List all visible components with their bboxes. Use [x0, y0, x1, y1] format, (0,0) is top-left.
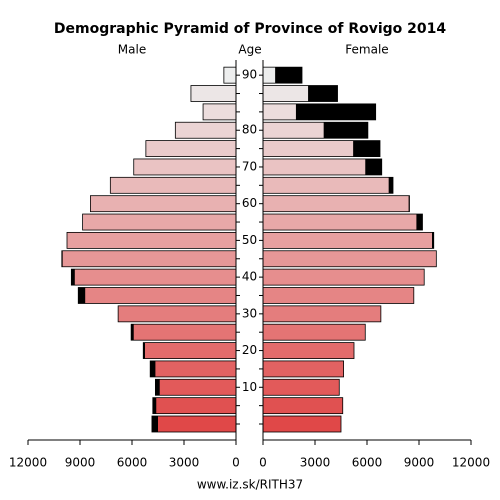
bar-male — [142, 342, 237, 359]
bar-female — [262, 213, 423, 231]
excess-male — [151, 416, 158, 432]
bar-male — [117, 305, 237, 323]
excess-female — [275, 67, 302, 84]
bar-male — [202, 103, 237, 121]
age-label: 20 — [242, 343, 257, 357]
bar-male — [133, 158, 237, 176]
x-tick-label: 12000 — [452, 456, 490, 470]
excess-male — [155, 379, 160, 396]
age-label: 80 — [242, 123, 257, 137]
age-label: 70 — [242, 159, 257, 173]
excess-female — [308, 85, 338, 102]
excess-male — [150, 360, 156, 377]
bar-female — [262, 287, 415, 304]
legend-male: Male — [118, 43, 146, 57]
axis-label: Age — [238, 43, 261, 57]
bar-male — [109, 176, 237, 194]
bar-male — [152, 397, 237, 415]
bar-female — [262, 268, 425, 286]
bar-male — [223, 66, 237, 84]
excess-female — [365, 158, 382, 175]
x-tick-label: 0 — [232, 456, 240, 470]
bar-male — [149, 360, 237, 378]
excess-male — [61, 250, 63, 267]
excess-male — [131, 324, 134, 341]
bar-female — [262, 250, 437, 268]
bar-male — [61, 250, 237, 268]
excess-male — [143, 342, 145, 359]
bar-female — [262, 231, 435, 249]
x-tick-label: 6000 — [352, 456, 383, 470]
bar-female — [262, 397, 344, 415]
age-label: 50 — [242, 233, 257, 247]
excess-male — [71, 269, 75, 286]
bar-female — [262, 378, 340, 396]
x-tick-label: 3000 — [300, 456, 331, 470]
excess-female — [295, 103, 376, 120]
bar-female — [262, 323, 366, 341]
bar-female — [262, 195, 410, 213]
x-tick-label: 9000 — [404, 456, 435, 470]
excess-female — [388, 177, 393, 194]
bar-male — [190, 85, 237, 102]
bar-male — [66, 231, 237, 249]
source: www.iz.sk/RITH37 — [197, 478, 303, 492]
x-tick-label: 12000 — [9, 456, 47, 470]
excess-male — [78, 287, 86, 304]
excess-female — [416, 214, 423, 231]
bar-female — [262, 360, 344, 378]
legend-female: Female — [345, 43, 388, 57]
bar-female — [262, 342, 355, 359]
age-label: 60 — [242, 196, 257, 210]
x-tick-label: 0 — [259, 456, 267, 470]
excess-female — [408, 195, 410, 212]
bar-female — [262, 415, 342, 433]
excess-female — [353, 140, 380, 157]
bar-female — [262, 305, 382, 323]
bar-female — [262, 176, 394, 194]
bar-male — [70, 268, 237, 286]
bar-male — [151, 415, 237, 433]
chart-title: Demographic Pyramid of Province of Rovig… — [54, 21, 447, 37]
bar-male — [145, 140, 237, 158]
excess-female — [323, 122, 368, 139]
x-tick-label: 9000 — [65, 456, 96, 470]
bar-female — [262, 158, 383, 176]
bar-male — [130, 323, 237, 341]
age-label: 10 — [242, 380, 257, 394]
age-label: 30 — [242, 306, 257, 320]
bar-male — [82, 213, 237, 231]
bar-male — [90, 195, 237, 213]
x-tick-label: 6000 — [117, 456, 148, 470]
bar-male — [174, 121, 237, 139]
age-label: 90 — [242, 68, 257, 82]
age-label: 40 — [242, 270, 257, 284]
excess-female — [432, 232, 434, 249]
bar-male — [77, 287, 237, 304]
excess-male — [152, 397, 157, 414]
bar-male — [154, 378, 237, 396]
x-tick-label: 3000 — [169, 456, 200, 470]
